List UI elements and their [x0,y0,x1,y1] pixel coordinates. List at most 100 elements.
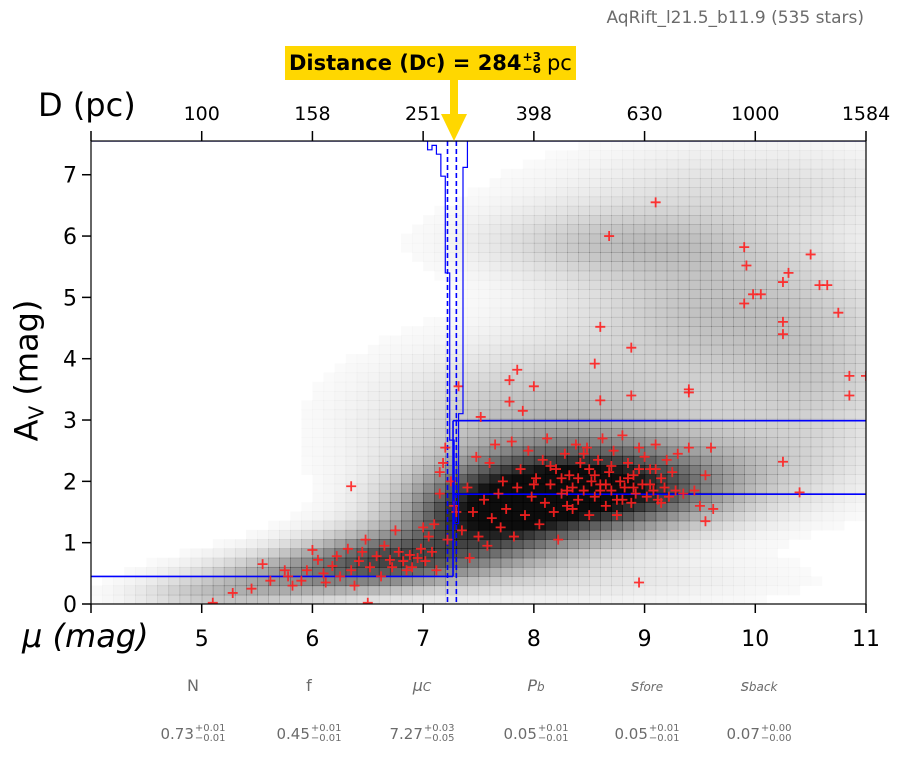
density-cell [478,483,491,494]
density-cell [644,418,657,429]
density-cell [644,566,657,577]
density-cell [611,502,624,512]
density-cell [312,576,325,587]
density-cell [799,233,812,244]
density-cell [666,529,679,540]
density-cell [810,159,823,170]
density-cell [600,437,612,448]
density-cell [722,511,734,522]
density-cell [854,168,866,179]
density-cell [722,576,734,587]
data-point [650,197,661,208]
density-cell [234,557,247,568]
data-point [659,482,670,493]
density-cell [810,437,823,448]
density-cell [821,344,834,355]
density-cell [511,372,524,383]
density-cell [600,178,612,188]
density-cell [478,548,491,559]
density-cell [832,233,845,244]
data-point [777,456,788,467]
param-err-minus: −0.01 [648,733,680,744]
density-cell [213,539,225,549]
density-cell [456,502,469,512]
density-cell [633,437,646,448]
density-cell [688,215,701,225]
density-cell [533,465,546,475]
density-cell [456,576,469,587]
data-point [584,510,595,521]
density-cell [810,446,823,457]
density-cell [500,205,513,216]
density-cell [744,205,756,216]
top-tick-label: 630 [626,103,662,125]
density-cell [489,418,502,429]
density-cell [688,187,701,198]
density-cell [511,335,524,346]
density-cell [567,289,579,300]
density-cell [688,520,701,531]
density-cell [722,557,734,568]
data-point [556,488,567,499]
density-cell [157,585,170,596]
density-cell [766,298,779,309]
density-cell [223,566,236,577]
density-cell [378,594,391,604]
density-cell [467,529,480,540]
density-cell [312,484,324,494]
density-cell [810,298,823,309]
callout-prefix: Distance (D [289,51,427,75]
density-cell [312,585,325,596]
density-cell [401,400,413,411]
density-cell [511,270,524,281]
density-cell [699,566,712,577]
density-cell [544,372,557,383]
density-cell [246,548,258,559]
density-cell [666,168,679,179]
density-cell [644,261,657,272]
data-point [365,562,375,573]
density-cell [589,298,601,309]
density-cell [456,252,469,262]
density-cell [854,363,866,374]
density-cell [489,557,502,568]
density-cell [478,446,491,457]
density-cell [445,372,457,383]
density-cell [777,428,790,438]
density-cell [677,455,690,466]
density-cell [799,502,812,512]
density-cell [268,521,280,531]
density-cell [301,502,313,512]
density-cell [821,437,834,448]
density-cell [367,437,380,448]
density-cell [854,492,866,503]
density-cell [821,316,834,327]
density-cell [722,326,734,337]
density-cell [456,483,469,494]
density-cell [345,502,358,512]
density-cell [821,446,834,457]
density-cell [556,307,568,318]
density-cell [467,520,480,531]
density-cell [511,307,524,318]
density-cell [578,252,590,262]
density-cell [655,261,668,272]
density-cell [677,141,690,151]
density-cell [324,419,336,429]
density-cell [677,576,690,587]
density-cell [810,418,823,429]
density-cell [489,363,502,374]
density-cell [821,326,834,337]
data-point [539,497,550,508]
density-cell [511,381,524,392]
density-cell [279,585,291,596]
density-cell [622,511,635,522]
density-cell [688,548,701,559]
density-cell [688,279,701,290]
density-cell [711,289,723,300]
density-cell [223,585,236,596]
density-cell [733,205,745,216]
density-cell [533,242,546,253]
density-cell [544,316,557,327]
density-cell [578,381,590,392]
